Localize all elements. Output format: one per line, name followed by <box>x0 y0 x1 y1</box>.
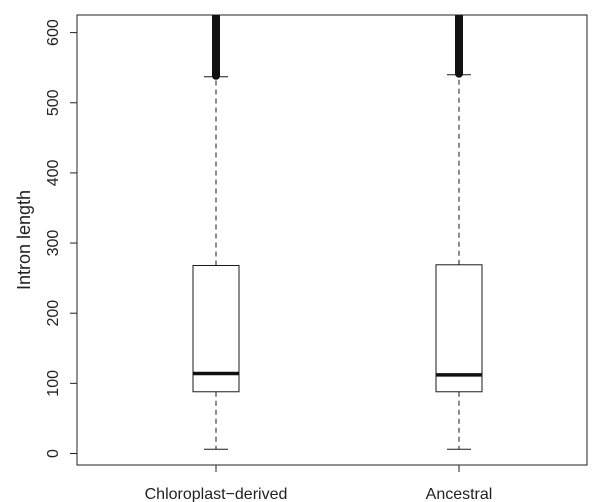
iqr-box <box>435 264 483 393</box>
x-axis: Chloroplast−derived Ancestral <box>145 465 493 502</box>
boxes <box>192 15 483 450</box>
y-tick-label: 200 <box>45 300 62 327</box>
y-tick-label: 0 <box>45 449 62 458</box>
y-axis-title: Intron length <box>14 190 34 290</box>
outlier-points <box>212 15 220 76</box>
box-group <box>435 15 483 450</box>
y-tick-label: 100 <box>45 370 62 397</box>
y-tick-label: 300 <box>45 230 62 257</box>
box-group <box>192 15 240 450</box>
y-axis: 0 100 200 300 400 500 600 <box>45 19 78 458</box>
x-category-label: Ancestral <box>426 486 493 502</box>
y-tick-label: 600 <box>45 19 62 46</box>
y-tick-label: 400 <box>45 159 62 186</box>
outlier-point <box>212 71 220 80</box>
plot-frame <box>76 14 588 466</box>
outlier-point <box>455 69 463 78</box>
outlier-points <box>455 15 463 74</box>
y-tick-label: 500 <box>45 89 62 116</box>
iqr-box <box>192 264 240 393</box>
x-category-label: Chloroplast−derived <box>145 486 288 502</box>
